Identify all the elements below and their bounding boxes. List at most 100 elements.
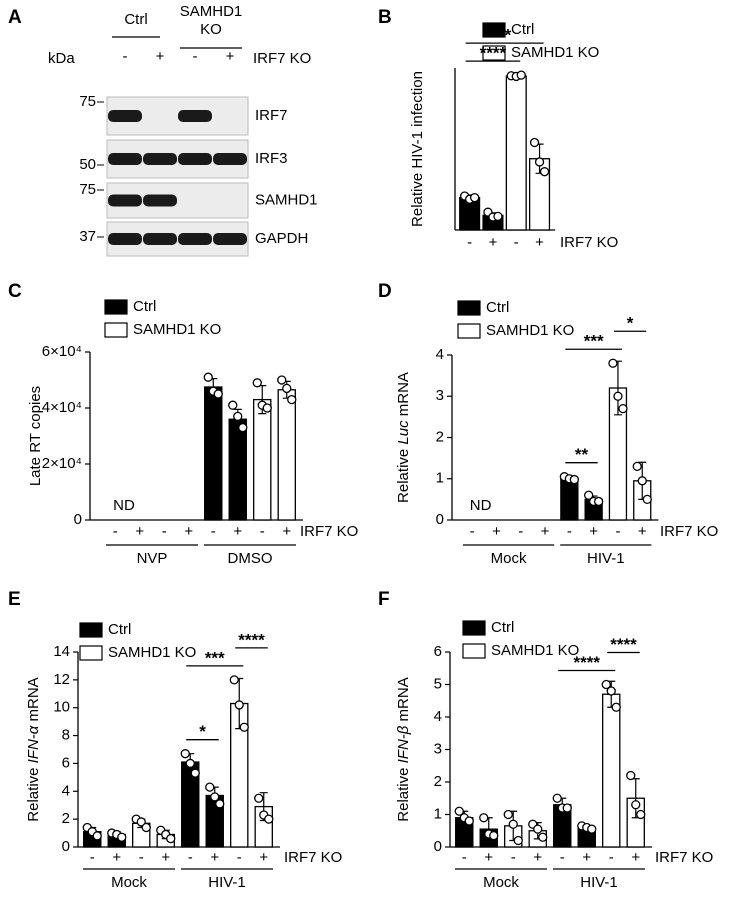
- data-point: [569, 474, 579, 485]
- legend-swatch: [462, 643, 486, 659]
- data-point: [464, 816, 474, 826]
- kda-label: kDa: [48, 50, 75, 67]
- y-tick-label: 12: [53, 671, 70, 688]
- blot-row-name: GAPDH: [255, 230, 308, 247]
- x-tick-label: +: [233, 523, 242, 540]
- lane-axis-label: IRF7 KO: [253, 50, 311, 67]
- x-tick-label: +: [589, 523, 598, 540]
- significance-label: **: [575, 445, 589, 464]
- data-point: [180, 749, 190, 759]
- group-label: HIV-1: [580, 874, 618, 891]
- x-tick-label: +: [492, 523, 501, 540]
- data-point: [190, 768, 200, 778]
- legend-swatch: [104, 299, 128, 315]
- data-point: [287, 394, 297, 405]
- panel-label: D: [378, 281, 392, 302]
- legend-swatch: [462, 620, 486, 636]
- y-tick-label: 5: [434, 675, 442, 692]
- data-point: [264, 814, 274, 824]
- x-tick-label: -: [237, 849, 242, 866]
- data-point: [262, 403, 272, 413]
- data-point: [277, 375, 287, 385]
- data-point: [534, 157, 545, 167]
- legend-swatch: [79, 645, 103, 661]
- x-axis-label: IRF7 KO: [560, 234, 618, 251]
- group-label: Mock: [111, 874, 147, 891]
- data-point: [552, 793, 562, 803]
- legend-swatch: [482, 45, 506, 61]
- x-tick-label: -: [511, 849, 516, 866]
- x-tick-label: -: [567, 523, 572, 540]
- y-tick-label: 6×10⁴: [42, 343, 82, 360]
- y-tick-label: 1: [434, 805, 442, 822]
- data-point: [508, 819, 518, 829]
- lane-label: +: [156, 48, 165, 65]
- x-tick-label: -: [514, 234, 519, 251]
- legend-label: SAMHD1 KO: [486, 322, 574, 339]
- legend-label: SAMHD1 KO: [511, 44, 599, 61]
- data-point: [252, 378, 262, 388]
- y-axis-label: Relative IFN-β mRNA: [395, 677, 412, 821]
- lane-label: +: [226, 48, 235, 65]
- data-point: [254, 793, 264, 803]
- legend-swatch: [457, 323, 481, 339]
- x-tick-label: +: [282, 523, 291, 540]
- x-tick-label: -: [470, 523, 475, 540]
- blot-marker: 37: [79, 228, 96, 245]
- x-axis-label: IRF7 KO: [655, 849, 713, 866]
- bar: [277, 389, 296, 521]
- significance-label: ***: [584, 332, 604, 351]
- data-point: [611, 702, 621, 712]
- y-axis-label: Relative HIV-1 infection: [409, 71, 426, 227]
- panel-label: A: [8, 7, 22, 28]
- data-point: [538, 832, 548, 842]
- data-point: [454, 806, 464, 816]
- y-tick-label: 3: [436, 387, 444, 404]
- data-point: [632, 461, 642, 472]
- x-tick-label: +: [112, 849, 121, 866]
- x-tick-label: -: [615, 523, 620, 540]
- y-axis-label: Relative IFN-α mRNA: [25, 677, 42, 821]
- x-tick-label: -: [139, 849, 144, 866]
- data-point: [562, 803, 572, 813]
- bar: [560, 478, 579, 521]
- data-point: [205, 782, 215, 792]
- data-point: [479, 813, 489, 823]
- panel-label: F: [378, 589, 390, 610]
- panel-label: C: [8, 281, 22, 302]
- y-tick-label: 0: [436, 511, 444, 528]
- data-point: [228, 400, 238, 410]
- blot-group-label: Ctrl: [124, 11, 147, 28]
- data-point: [117, 832, 127, 842]
- y-tick-label: 4: [62, 782, 70, 799]
- blot-row-name: SAMHD1: [255, 191, 318, 208]
- data-point: [239, 722, 249, 732]
- y-tick-label: 1: [436, 470, 444, 487]
- blot-band: [108, 153, 142, 165]
- y-tick-label: 0: [74, 511, 82, 528]
- y-tick-label: 4: [436, 346, 444, 363]
- legend-swatch: [457, 300, 481, 316]
- data-point: [636, 809, 646, 820]
- y-tick-label: 6: [434, 643, 442, 660]
- data-point: [637, 476, 647, 486]
- significance-label: ****: [574, 653, 601, 672]
- significance-label: ****: [238, 630, 265, 649]
- legend-label: Ctrl: [511, 21, 534, 38]
- bar: [505, 75, 527, 231]
- x-axis-label: IRF7 KO: [284, 849, 342, 866]
- x-tick-label: +: [161, 849, 170, 866]
- x-tick-label: +: [582, 849, 591, 866]
- legend-label: SAMHD1 KO: [108, 644, 196, 661]
- x-tick-label: -: [90, 849, 95, 866]
- blot-band: [143, 233, 177, 245]
- data-point: [503, 809, 513, 820]
- lane-label: -: [123, 48, 128, 65]
- y-axis-label: Relative Luc mRNA: [395, 372, 412, 503]
- panel-label: B: [378, 7, 392, 28]
- blot-band: [178, 153, 212, 165]
- legend-swatch: [482, 22, 506, 38]
- data-point: [92, 831, 102, 841]
- data-point: [238, 422, 248, 433]
- data-point: [229, 675, 239, 685]
